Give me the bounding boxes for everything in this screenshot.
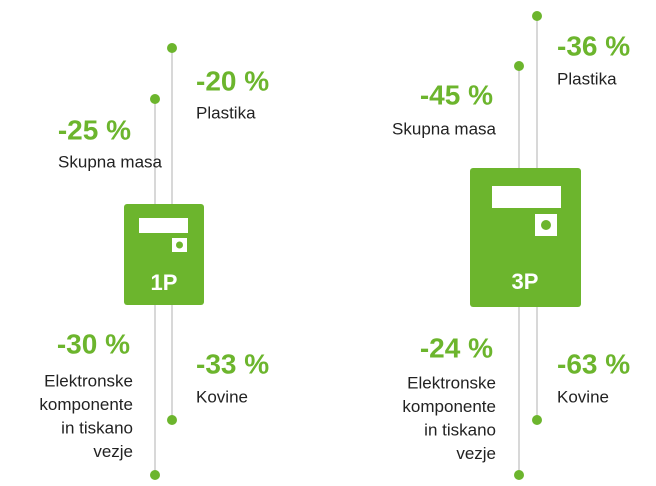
item-label: Plastika: [196, 103, 256, 122]
dot: [150, 94, 160, 104]
value: -33 %: [196, 348, 269, 379]
item-label: Plastika: [557, 69, 617, 88]
device-1p: 1P: [124, 43, 204, 480]
value: -45 %: [420, 79, 493, 110]
item-label: vezje: [456, 444, 496, 463]
item-label: Kovine: [196, 387, 248, 406]
item-label: Kovine: [557, 387, 609, 406]
value: -25 %: [58, 114, 131, 145]
dot: [532, 11, 542, 21]
dot: [532, 415, 542, 425]
display: [492, 186, 561, 208]
display: [139, 218, 188, 233]
dot: [514, 61, 524, 71]
value: -63 %: [557, 348, 630, 379]
item-label: in tiskano: [61, 418, 133, 437]
dot: [150, 470, 160, 480]
item-label: in tiskano: [424, 420, 496, 439]
item-label: Skupna masa: [58, 152, 162, 171]
labels: -20 % Plastika -25 % Skupna masa -30 % Elektr…: [39, 30, 630, 463]
item-label: Elektronske: [407, 373, 496, 392]
button-dot: [541, 220, 551, 230]
item-label: Elektronske: [44, 371, 133, 390]
device-3p: 3P: [470, 11, 581, 480]
dot: [167, 43, 177, 53]
item-label: Skupna masa: [392, 119, 496, 138]
item-label: vezje: [93, 442, 133, 461]
dot: [167, 415, 177, 425]
device-label: 3P: [512, 269, 539, 294]
value: -24 %: [420, 332, 493, 363]
item-label: komponente: [402, 397, 496, 416]
button-dot: [176, 241, 183, 249]
value: -36 %: [557, 30, 630, 61]
value: -20 %: [196, 65, 269, 96]
value: -30 %: [57, 328, 130, 359]
device-label: 1P: [151, 270, 178, 295]
dot: [514, 470, 524, 480]
item-label: komponente: [39, 395, 133, 414]
